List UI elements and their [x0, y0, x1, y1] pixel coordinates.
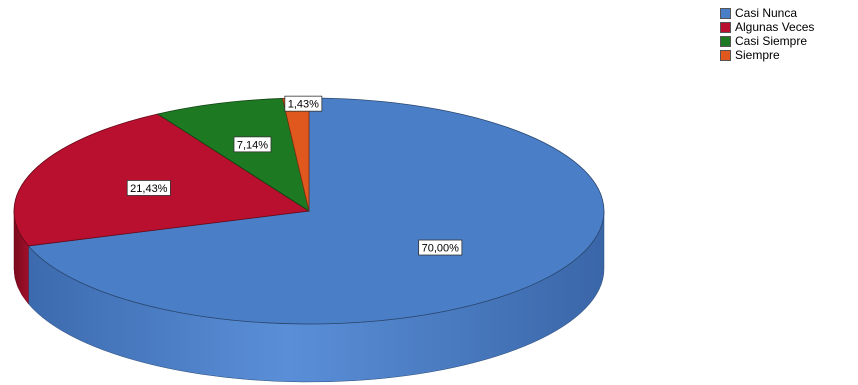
legend-swatch — [720, 35, 731, 47]
data-label: 70,00% — [422, 243, 460, 255]
pie-data-labels: 70,00% 21,43% 7,14% 1,43% — [126, 95, 463, 256]
data-label-box — [284, 95, 323, 112]
legend-swatch — [720, 21, 731, 33]
data-label: 1,43% — [288, 99, 319, 111]
legend-swatch — [720, 7, 731, 19]
pie-slice-0 — [27, 97, 605, 325]
legend-label: Siempre — [735, 48, 780, 62]
data-label-box — [418, 239, 463, 256]
legend-label: Casi Siempre — [735, 34, 808, 48]
legend-label: Casi Nunca — [735, 6, 798, 20]
pie-slices — [13, 97, 605, 325]
data-label: 7,14% — [237, 139, 268, 151]
legend-swatch — [720, 49, 731, 61]
legend: Casi Nunca Algunas Veces Casi Siempre Si… — [720, 6, 814, 62]
data-label-box — [233, 136, 272, 153]
legend-label: Algunas Veces — [735, 20, 815, 34]
data-label: 21,43% — [130, 183, 168, 195]
legend-item-casi-nunca: Casi Nunca — [720, 6, 814, 20]
data-label-box — [126, 180, 171, 196]
legend-item-casi-siempre: Casi Siempre — [720, 34, 814, 48]
legend-item-siempre: Siempre — [720, 48, 814, 62]
pie-slice-2 — [156, 98, 310, 212]
pie-slice-1 — [13, 113, 311, 247]
legend-item-algunas-veces: Algunas Veces — [720, 20, 814, 34]
